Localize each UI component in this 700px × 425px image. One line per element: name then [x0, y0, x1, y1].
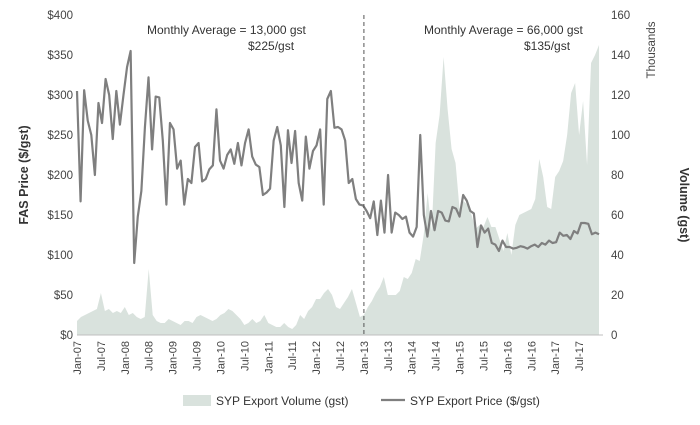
x-tick-label: Jul-15 [478, 341, 490, 371]
y-left-tick-label: $350 [47, 50, 73, 62]
x-tick-label: Jan-11 [263, 341, 275, 374]
y-right-tick-label: 80 [611, 170, 624, 182]
y-left-tick-label: $100 [47, 250, 73, 262]
price-line [75, 49, 600, 265]
right-axis-ticks: 0 20 40 60 80 100 120 140 160 [611, 10, 630, 342]
x-tick-label: Jan-07 [72, 341, 84, 375]
y-left-tick-label: $400 [47, 10, 73, 22]
legend: SYP Export Volume (gst) SYP Export Price… [183, 394, 540, 408]
x-tick-label: Jul-11 [287, 341, 299, 370]
x-axis-ticks: Jan-07 Jul-07 Jan-08 Jul-08 Jan-09 Jul-09 Jan-… [72, 341, 586, 375]
price-line-layer [75, 49, 600, 265]
x-tick-label: Jan-16 [502, 341, 514, 375]
y-axis-right-unit: Thousands [646, 21, 658, 78]
legend-label-volume: SYP Export Volume (gst) [216, 394, 349, 408]
annotation-period2-price: $135/gst [524, 39, 571, 53]
annotation-period1-price: $225/gst [248, 39, 295, 53]
y-left-tick-label: $150 [47, 210, 73, 222]
x-tick-label: Jul-07 [96, 341, 108, 371]
annotation-period2-volume: Monthly Average = 66,000 gst [424, 23, 584, 37]
y-right-tick-label: 100 [611, 130, 630, 142]
x-tick-label: Jan-14 [407, 341, 419, 375]
x-tick-label: Jul-13 [383, 341, 395, 371]
y-right-tick-label: 160 [611, 10, 630, 22]
y-left-tick-label: $50 [54, 290, 73, 302]
y-right-tick-label: 0 [611, 330, 617, 342]
x-tick-label: Jan-09 [168, 341, 180, 375]
x-tick-label: Jan-12 [311, 341, 323, 375]
x-tick-label: Jan-13 [359, 341, 371, 375]
x-tick-label: Jan-10 [215, 341, 227, 375]
y-right-tick-label: 140 [611, 50, 630, 62]
annotation-period1-volume: Monthly Average = 13,000 gst [147, 23, 307, 37]
left-axis-ticks: $0 $50 $100 $150 $200 $250 $300 $350 $400 [47, 10, 73, 342]
y-axis-left-title: FAS Price ($/gst) [17, 125, 31, 224]
x-tick-label: Jul-16 [526, 341, 538, 371]
volume-area [77, 45, 600, 335]
x-tick-label: Jan-17 [550, 341, 562, 375]
y-right-tick-label: 40 [611, 250, 624, 262]
legend-label-price: SYP Export Price ($/gst) [410, 394, 540, 408]
volume-area-layer [77, 45, 600, 335]
y-left-tick-label: $200 [47, 170, 73, 182]
x-tick-label: Jul-08 [144, 341, 156, 371]
y-left-tick-label: $300 [47, 90, 73, 102]
x-tick-label: Jul-12 [335, 341, 347, 371]
y-left-tick-label: $0 [60, 330, 73, 342]
legend-swatch-volume [183, 395, 211, 406]
x-tick-label: Jan-15 [455, 341, 467, 375]
x-tick-label: Jul-17 [574, 341, 586, 371]
x-tick-label: Jul-09 [192, 341, 204, 371]
y-right-tick-label: 20 [611, 290, 624, 302]
x-tick-label: Jul-10 [239, 341, 251, 371]
y-axis-right-title: Volume (gst) [677, 168, 691, 243]
y-right-tick-label: 60 [611, 210, 624, 222]
x-tick-label: Jul-14 [431, 341, 443, 371]
y-left-tick-label: $250 [47, 130, 73, 142]
y-right-tick-label: 120 [611, 90, 630, 102]
x-tick-label: Jan-08 [120, 341, 132, 375]
